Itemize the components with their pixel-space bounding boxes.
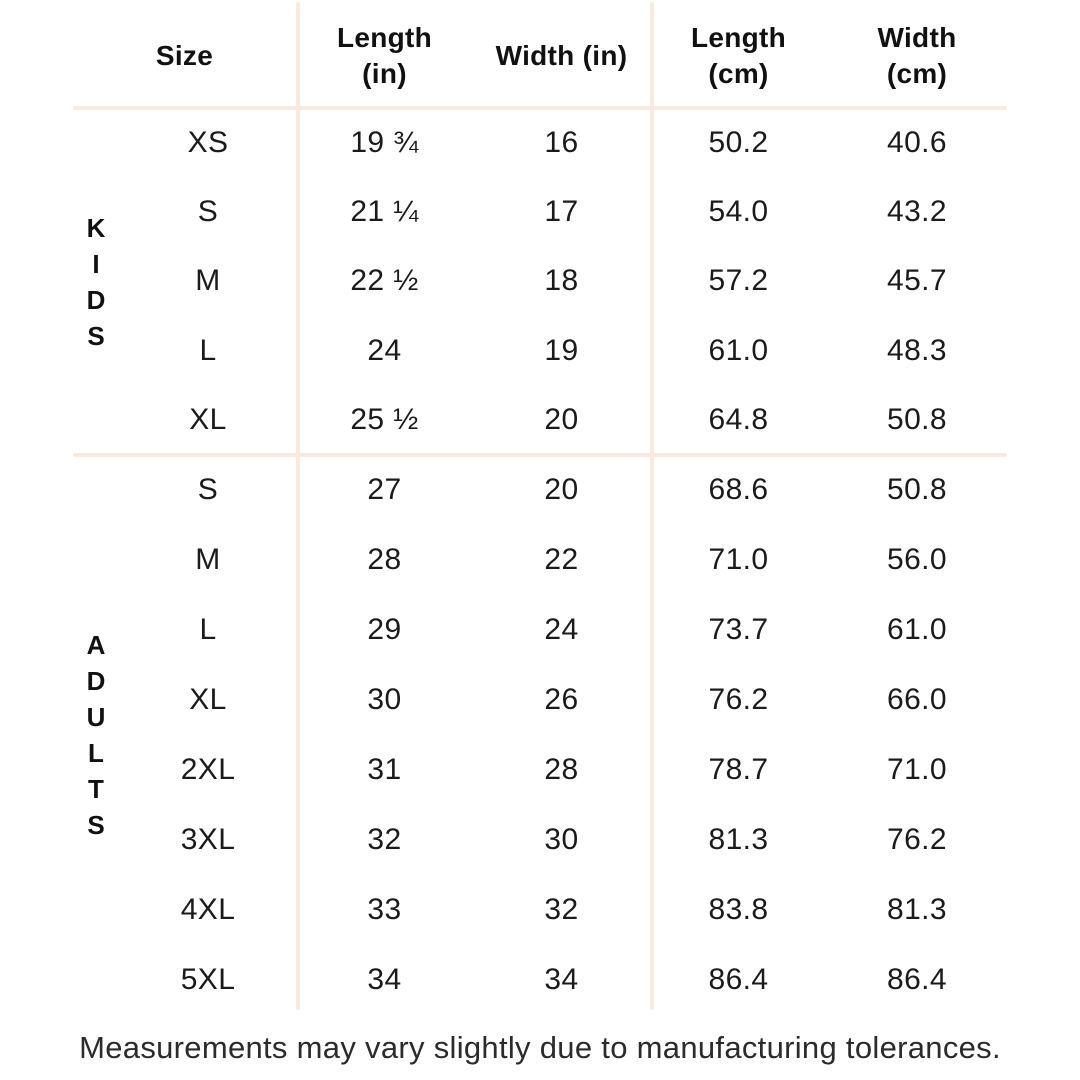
size-cell: 4XL	[180, 893, 236, 926]
length-cm-cell: 64.8	[708, 403, 769, 437]
table-header-row: Size Length (in) Width (in) Length (cm) …	[73, 4, 1007, 108]
width-cm-cell: 48.3	[887, 333, 947, 367]
length-in-cell: 27	[367, 473, 402, 506]
length-cm-cell: 54.0	[708, 195, 769, 229]
table-row: 3XL 32 30 81.3 76.2	[73, 805, 1007, 875]
size-cell: M	[195, 543, 221, 576]
header-divider-line	[73, 106, 1007, 110]
length-in-cell: 34	[367, 963, 402, 996]
vertical-divider-size-inches	[296, 2, 300, 1010]
length-cm-cell: 78.7	[708, 753, 769, 786]
section-adults: A D U L T S S 27 20 68.6 50.8 M 28 22 71…	[73, 455, 1007, 1015]
width-in-cell: 18	[544, 264, 579, 298]
column-header-length-cm: Length (cm)	[690, 22, 787, 89]
width-cm-cell: 50.8	[887, 403, 947, 437]
width-in-cell: 20	[544, 473, 579, 506]
table-row: 2XL 31 28 78.7 71.0	[73, 735, 1007, 805]
length-in-cell: 29	[367, 613, 402, 646]
size-cell: 5XL	[180, 963, 236, 996]
width-in-cell: 28	[544, 753, 579, 786]
table-row: L 29 24 73.7 61.0	[73, 595, 1007, 665]
table-row: 4XL 33 32 83.8 81.3	[73, 875, 1007, 945]
length-cm-cell: 81.3	[708, 823, 769, 856]
length-in-cell: 33	[367, 893, 402, 926]
width-in-cell: 34	[544, 963, 579, 996]
width-cm-cell: 45.7	[887, 264, 947, 298]
length-in-cell: 31	[367, 753, 402, 786]
length-in-cell: 25 ½	[350, 403, 419, 437]
table-row: L 24 19 61.0 48.3	[73, 316, 1007, 385]
size-cell: 2XL	[180, 753, 236, 786]
column-header-width-in: Width (in)	[495, 40, 628, 71]
width-cm-cell: 86.4	[887, 963, 947, 996]
group-label-kids: K I D S	[86, 212, 107, 351]
table-row: 5XL 34 34 86.4 86.4	[73, 945, 1007, 1015]
length-cm-cell: 57.2	[708, 264, 769, 298]
width-in-cell: 17	[544, 195, 579, 229]
width-in-cell: 20	[544, 403, 579, 437]
width-in-cell: 24	[544, 613, 579, 646]
length-cm-cell: 68.6	[708, 473, 769, 506]
width-cm-cell: 61.0	[887, 613, 947, 646]
table-row: XL 30 26 76.2 66.0	[73, 665, 1007, 735]
size-cell: XL	[189, 683, 227, 716]
width-in-cell: 30	[544, 823, 579, 856]
length-in-cell: 24	[367, 333, 402, 367]
column-header-size: Size	[155, 40, 214, 71]
length-cm-cell: 86.4	[708, 963, 769, 996]
vertical-divider-inches-cm	[650, 2, 654, 1010]
width-cm-cell: 66.0	[887, 683, 947, 716]
column-header-width-cm: Width (cm)	[877, 22, 957, 89]
length-cm-cell: 50.2	[708, 125, 769, 159]
width-cm-cell: 43.2	[887, 195, 947, 229]
length-in-cell: 19 ¾	[350, 125, 419, 159]
size-cell: XS	[187, 125, 229, 159]
width-in-cell: 19	[544, 333, 579, 367]
size-chart-table: Size Length (in) Width (in) Length (cm) …	[73, 2, 1007, 1015]
length-cm-cell: 76.2	[708, 683, 769, 716]
width-in-cell: 16	[544, 125, 579, 159]
column-header-length-in: Length (in)	[336, 22, 433, 89]
table-row: XL 25 ½ 20 64.8 50.8	[73, 386, 1007, 455]
width-in-cell: 32	[544, 893, 579, 926]
size-cell: L	[199, 613, 217, 646]
size-cell: XL	[189, 403, 227, 437]
width-in-cell: 26	[544, 683, 579, 716]
table-row: XS 19 ¾ 16 50.2 40.6	[73, 108, 1007, 177]
width-cm-cell: 76.2	[887, 823, 947, 856]
length-cm-cell: 73.7	[708, 613, 769, 646]
length-in-cell: 32	[367, 823, 402, 856]
size-cell: S	[197, 473, 219, 506]
width-in-cell: 22	[544, 543, 579, 576]
length-cm-cell: 71.0	[708, 543, 769, 576]
table-row: S 27 20 68.6 50.8	[73, 455, 1007, 525]
section-kids: K I D S XS 19 ¾ 16 50.2 40.6 S 21 ¼ 17 5…	[73, 108, 1007, 455]
length-in-cell: 21 ¼	[350, 195, 419, 229]
kids-adults-divider-line	[73, 453, 1007, 457]
width-cm-cell: 50.8	[887, 473, 947, 506]
table-row: M 22 ½ 18 57.2 45.7	[73, 247, 1007, 316]
size-cell: M	[195, 264, 221, 298]
width-cm-cell: 56.0	[887, 543, 947, 576]
width-cm-cell: 71.0	[887, 753, 947, 786]
size-cell: S	[197, 195, 219, 229]
size-cell: 3XL	[180, 823, 236, 856]
tolerance-note: Measurements may vary slightly due to ma…	[79, 1030, 1001, 1065]
length-in-cell: 28	[367, 543, 402, 576]
length-in-cell: 22 ½	[350, 264, 419, 298]
table-row: M 28 22 71.0 56.0	[73, 525, 1007, 595]
size-cell: L	[199, 333, 217, 367]
length-in-cell: 30	[367, 683, 402, 716]
length-cm-cell: 61.0	[708, 333, 769, 367]
table-row: S 21 ¼ 17 54.0 43.2	[73, 177, 1007, 246]
width-cm-cell: 81.3	[887, 893, 947, 926]
length-cm-cell: 83.8	[708, 893, 769, 926]
width-cm-cell: 40.6	[887, 125, 947, 159]
group-label-adults: A D U L T S	[86, 630, 107, 840]
